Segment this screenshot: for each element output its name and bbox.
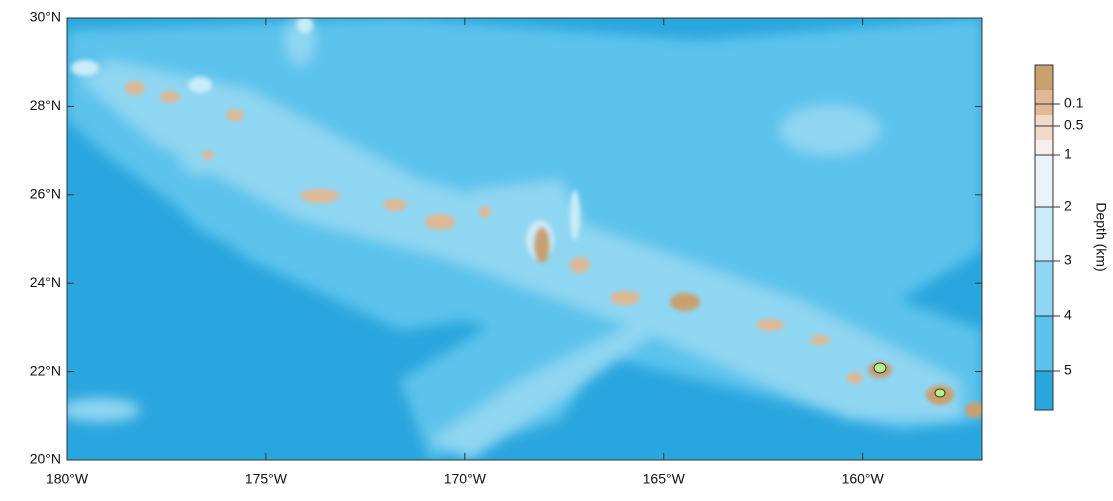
y-tick-label: 28°N	[30, 97, 61, 113]
colorbar-label: 4	[1064, 307, 1072, 323]
colorbar-label: 0.1	[1064, 95, 1084, 111]
x-tick-label: 180°W	[46, 471, 89, 487]
colorbar-label: 2	[1064, 198, 1072, 214]
x-tick-label: 170°W	[444, 471, 487, 487]
bathymetry	[67, 18, 982, 460]
x-tick-label: 175°W	[245, 471, 288, 487]
y-tick-label: 24°N	[30, 274, 61, 290]
y-tick-label: 30°N	[30, 9, 61, 25]
y-tick-label: 20°N	[30, 451, 61, 467]
colorbar-label: 5	[1064, 362, 1072, 378]
y-tick-label: 26°N	[30, 186, 61, 202]
x-tick-label: 165°W	[643, 471, 686, 487]
colorbar-label: 0.5	[1064, 117, 1084, 133]
x-tick-label: 160°W	[842, 471, 885, 487]
map-frame	[66, 17, 983, 461]
y-tick-label: 22°N	[30, 362, 61, 378]
colorbar-label: 3	[1064, 252, 1072, 268]
colorbar-label: 1	[1064, 146, 1072, 162]
colorbar: Depth (km)	[1034, 64, 1109, 411]
colorbar-title: Depth (km)	[1093, 202, 1109, 271]
